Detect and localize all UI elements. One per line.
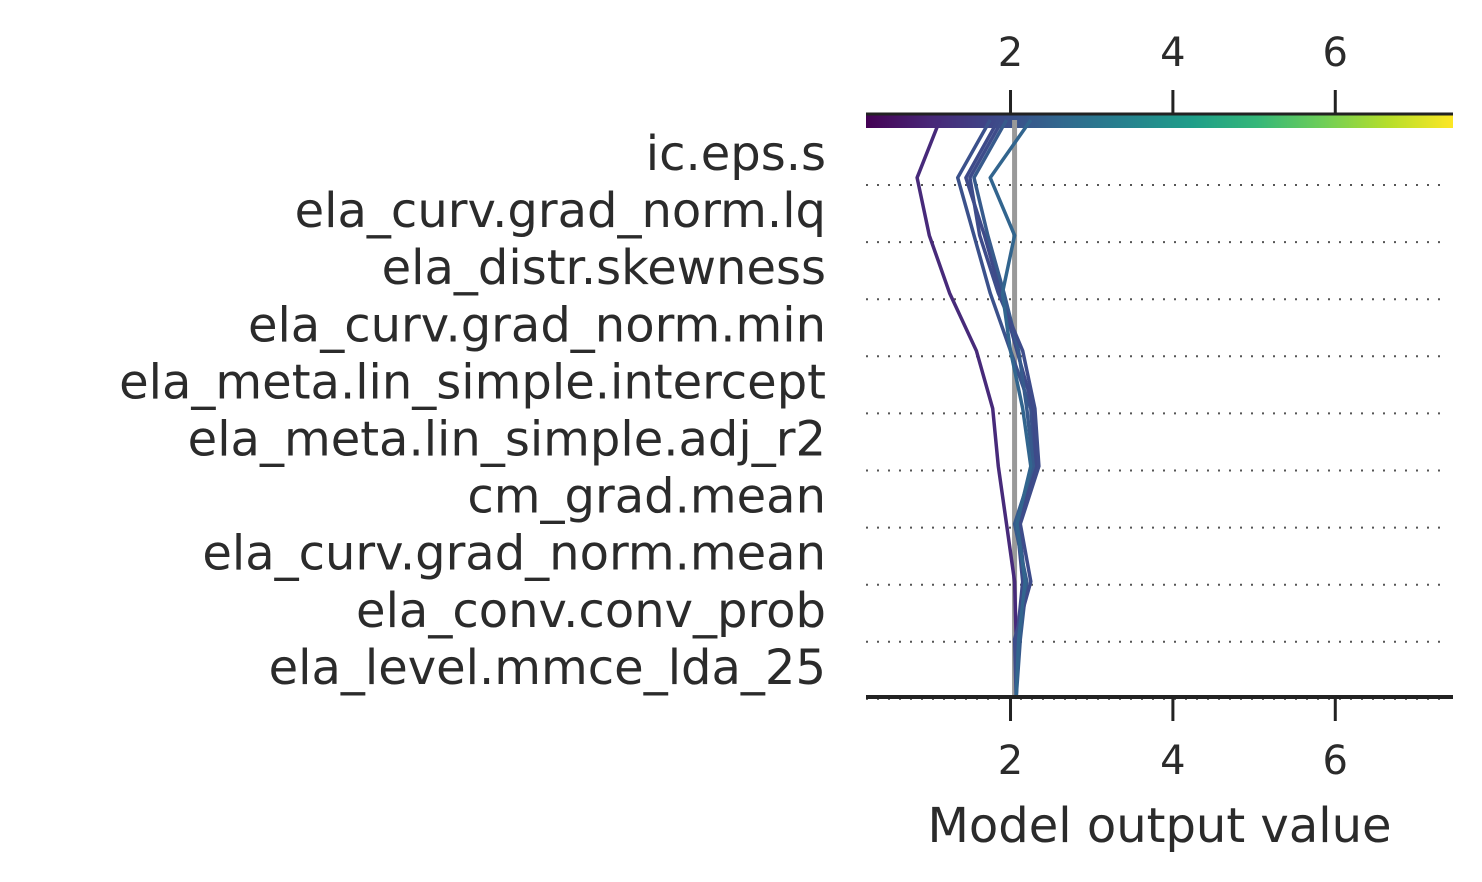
x-axis-label: Model output value bbox=[927, 798, 1391, 854]
series-lines bbox=[915, 118, 1041, 698]
top-tick-label: 6 bbox=[1323, 30, 1348, 76]
bottom-tick-label: 2 bbox=[998, 738, 1023, 784]
feature-label: ela_conv.conv_prob bbox=[356, 583, 826, 639]
axis-ticks: 2 2 4 4 6 6 bbox=[998, 30, 1348, 784]
feature-label: ela_level.mmce_lda_25 bbox=[269, 640, 826, 696]
colorbar bbox=[866, 114, 1453, 128]
feature-labels: ic.eps.sela_curv.grad_norm.lqela_distr.s… bbox=[119, 126, 826, 696]
top-tick-label: 2 bbox=[998, 30, 1023, 76]
feature-label: ic.eps.s bbox=[646, 126, 826, 182]
grid-lines bbox=[866, 184, 1445, 700]
series-line bbox=[915, 119, 1018, 697]
feature-label: ela_curv.grad_norm.lq bbox=[295, 183, 826, 239]
bottom-tick-label: 6 bbox=[1323, 738, 1348, 784]
feature-label: ela_meta.lin_simple.intercept bbox=[119, 354, 826, 410]
feature-label: cm_grad.mean bbox=[467, 469, 826, 525]
feature-label: ela_curv.grad_norm.mean bbox=[202, 526, 826, 582]
feature-label: ela_distr.skewness bbox=[382, 240, 826, 296]
series-line bbox=[988, 118, 1033, 698]
series-line bbox=[968, 119, 1041, 698]
top-tick-label: 4 bbox=[1160, 30, 1185, 76]
feature-label: ela_meta.lin_simple.adj_r2 bbox=[188, 412, 826, 468]
feature-label: ela_curv.grad_norm.min bbox=[248, 297, 826, 353]
bottom-tick-label: 4 bbox=[1160, 738, 1185, 784]
